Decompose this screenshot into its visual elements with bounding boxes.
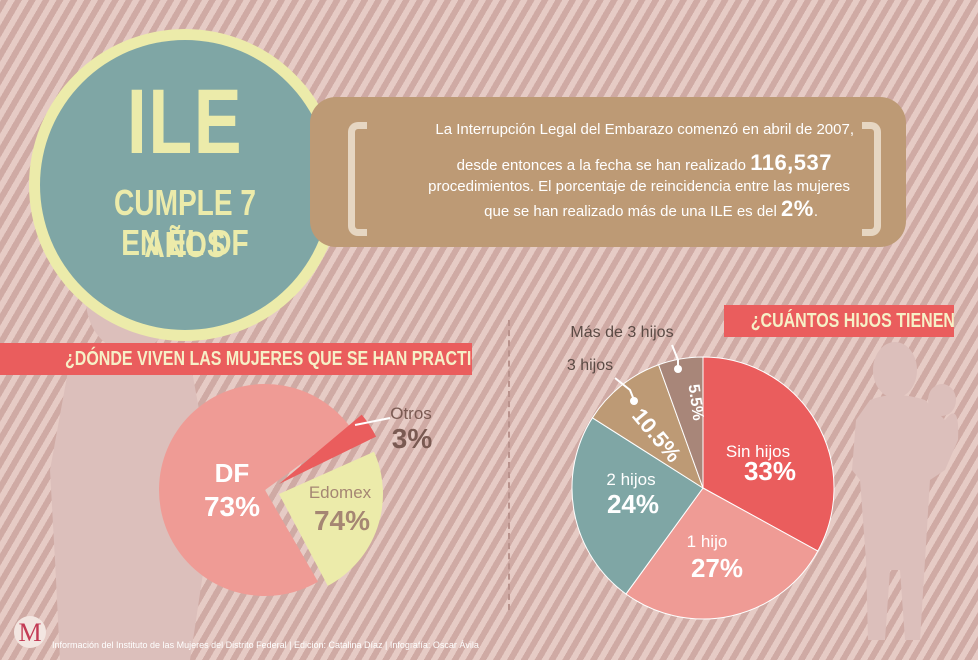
banner-how-many-children: ¿CUÁNTOS HIJOS TIENEN? (724, 305, 954, 337)
pie-slice-edomex (279, 451, 383, 586)
info-line-1: La Interrupción Legal del Embarazo comen… (435, 121, 854, 138)
label-mas-de-3: Más de 3 hijos (570, 324, 673, 341)
value-df: 73% (204, 491, 260, 522)
left-bracket (348, 122, 367, 236)
pie-slice-2-hijos (571, 417, 704, 595)
3-hijos-leader-line (614, 377, 635, 401)
label-otros: Otros (390, 404, 432, 423)
value-sin-hijos: 33% (744, 456, 796, 486)
info-line-3: procedimientos. El porcentaje de reincid… (428, 178, 850, 195)
banner-where-they-live: ¿DÓNDE VIVEN LAS MUJERES QUE SE HAN PRAC… (0, 343, 472, 375)
value-otros: 3% (392, 423, 433, 454)
pie-slice-3-hijos (591, 364, 704, 490)
pie-slice-otros (279, 414, 377, 484)
procedures-count: 116,537 (750, 150, 832, 175)
label-sin-hijos: Sin hijos (726, 442, 790, 461)
subtitle-line2: EN EL DF (121, 222, 249, 263)
otros-leader-line (354, 417, 391, 426)
label-1-hijo: 1 hijo (687, 532, 728, 551)
value-2-hijos: 24% (607, 489, 659, 519)
section-divider (508, 320, 510, 610)
info-line-2: desde entonces a la fecha se han realiza… (457, 150, 832, 176)
pie-slice-df (158, 384, 351, 597)
info-line-2-text: desde entonces a la fecha se han realiza… (456, 157, 747, 174)
label-2-hijos: 2 hijos (606, 470, 655, 489)
banner-children-text: ¿CUÁNTOS HIJOS TIENEN? (750, 310, 954, 332)
value-mas-de-3: 5.5% (685, 383, 707, 421)
right-bracket (862, 122, 881, 236)
footer-credits: Información del Instituto de las Mujeres… (52, 640, 479, 650)
woman-with-child-silhouette (852, 342, 959, 640)
info-box (310, 97, 906, 247)
subtitle-line1: CUMPLE 7 AÑOS (114, 182, 256, 265)
info-line-4: que se han realizado más de una ILE es d… (484, 196, 818, 222)
pie-slice-mas-de-3 (657, 356, 704, 489)
banner-where-text: ¿DÓNDE VIVEN LAS MUJERES QUE SE HAN PRAC… (65, 348, 472, 370)
pie-slice-1-hijo (625, 487, 819, 620)
value-1-hijo: 27% (691, 553, 743, 583)
title-ile: ILE (126, 71, 244, 173)
info-line-4-text: que se han realizado más de una ILE es d… (484, 203, 777, 220)
value-edomex: 74% (314, 505, 370, 536)
milenio-logo-icon: M (14, 616, 46, 648)
label-df: DF (215, 458, 250, 488)
pie-slice-sin-hijos (702, 356, 835, 552)
label-3-hijos: 3 hijos (567, 357, 613, 374)
mas-de-3-leader-dot (674, 365, 682, 373)
3-hijos-leader-dot (630, 397, 638, 405)
info-line-4-end: . (813, 203, 818, 220)
reincidence-percent: 2% (781, 196, 814, 221)
title-badge: ILE CUMPLE 7 AÑOS EN EL DF (40, 40, 330, 330)
label-edomex: Edomex (309, 483, 372, 502)
